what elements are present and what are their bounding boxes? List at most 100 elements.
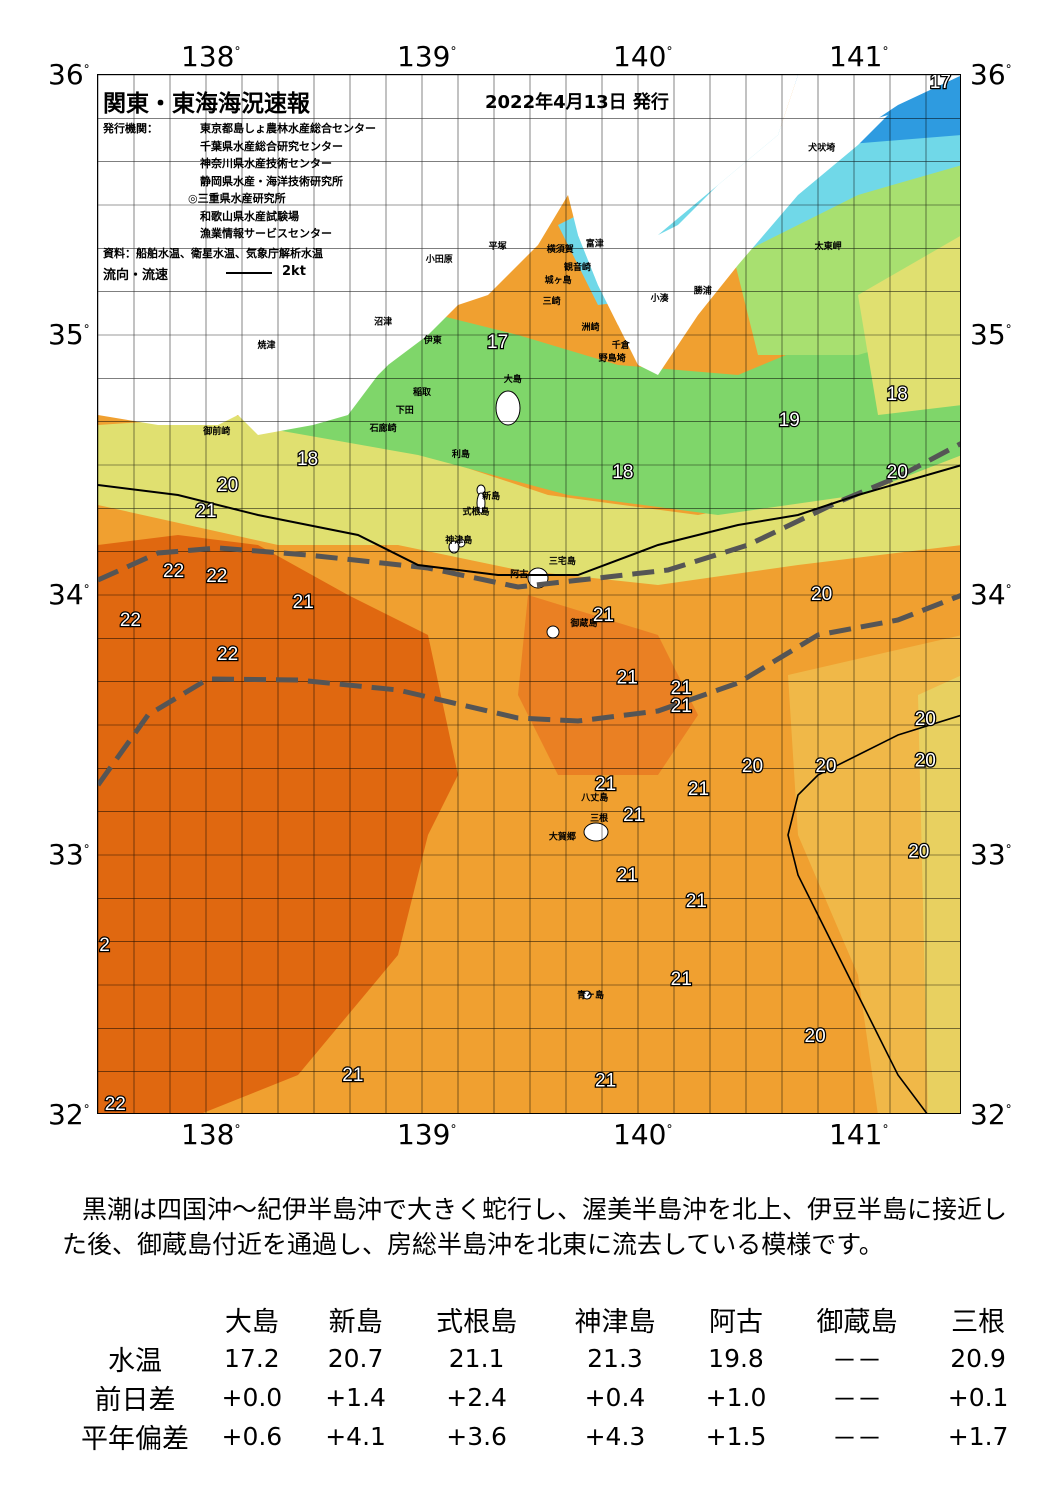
lon-tick-label: 140° — [613, 40, 673, 73]
table-cell: 17.2 — [224, 1344, 280, 1373]
place-label: 伊東 — [423, 334, 442, 346]
table-cell: +4.3 — [584, 1422, 646, 1451]
publisher-label: 発行機関： — [103, 122, 158, 135]
temperature-label: 20 — [805, 1026, 826, 1047]
table-row: 前日差 +0.0 +1.4 +2.4 +0.4 +1.0 －－ +0.1 — [70, 1378, 1030, 1417]
place-label: 三根 — [590, 812, 609, 824]
place-label: 小田原 — [425, 253, 453, 265]
temperature-label: 20 — [217, 475, 238, 496]
place-label: 太東岬 — [814, 240, 842, 252]
column-header: 大島 — [224, 1307, 279, 1338]
temperature-label: 21 — [595, 1070, 616, 1091]
lat-tick-label: 34° — [48, 578, 90, 611]
table-cell: +1.0 — [705, 1383, 767, 1412]
place-label: 利島 — [451, 448, 470, 460]
temperature-label: 20 — [915, 751, 936, 772]
temperature-label: 20 — [915, 709, 936, 730]
place-label: 稲取 — [413, 386, 432, 398]
place-label: 野島埼 — [599, 352, 626, 364]
temperature-label: 21 — [671, 969, 692, 990]
table-cell: +2.4 — [446, 1383, 507, 1412]
island-niijima — [476, 492, 486, 514]
lat-tick-label: 35° — [48, 318, 90, 351]
publisher-list: 東京都島しょ農林水産総合センター 千葉県水産総合研究センター 神奈川県水産技術セ… — [188, 120, 376, 243]
temperature-label: 20 — [815, 756, 836, 777]
temperature-label: 20 — [742, 756, 763, 777]
table-cell: +1.7 — [947, 1422, 1009, 1451]
temperature-label: 20 — [908, 842, 929, 863]
publisher-item: 神奈川県水産技術センター — [200, 157, 332, 170]
place-label: 八丈島 — [580, 791, 608, 803]
temperature-label: 21 — [623, 805, 644, 826]
lat-tick-label: 36° — [48, 58, 90, 91]
place-label: 大賀郷 — [549, 830, 576, 842]
table-cell: +0.0 — [221, 1383, 283, 1412]
table-cell: +4.1 — [325, 1422, 386, 1451]
place-label: 焼津 — [257, 339, 275, 351]
table-cell: +1.5 — [705, 1422, 767, 1451]
island-kozushima — [448, 540, 460, 554]
publisher-item: 千葉県水産総合研究センター — [200, 139, 343, 153]
table-cell: +1.4 — [325, 1383, 386, 1412]
map-title: 関東・東海海況速報 — [103, 91, 310, 117]
island-oshima — [495, 390, 521, 426]
place-label: 阿古 — [510, 568, 528, 580]
column-header: 御蔵島 — [816, 1307, 898, 1338]
place-label: 青ヶ島 — [577, 989, 604, 1001]
place-label: 富津 — [586, 238, 604, 250]
table-cell: －－ — [832, 1384, 883, 1414]
temperature-label: 20 — [811, 584, 832, 605]
temperature-label: 22 — [105, 1094, 126, 1114]
temperature-label: 22 — [120, 610, 141, 631]
sea-temperature-map: 犬吠埼 太東岬 勝浦 小湊 富津 横須賀 観音崎 城ヶ島 三崎 平塚 小田原 洲崎 千倉 野島埼 伊東 沼津焼… — [97, 74, 961, 1114]
temperature-label: 21 — [293, 592, 314, 613]
publisher-item: 東京都島しょ農林水産総合センター — [200, 122, 376, 135]
place-label: 新島 — [482, 490, 500, 502]
lon-tick-label: 140° — [613, 1118, 673, 1151]
row-label: 前日差 — [94, 1385, 176, 1416]
land-izu-west — [248, 275, 378, 425]
temperature-label: 21 — [688, 779, 709, 800]
column-header: 阿古 — [709, 1307, 764, 1338]
lat-tick-label: 36° — [970, 58, 1012, 91]
flow-scale-arrow — [226, 272, 272, 274]
temperature-label: 21 — [593, 605, 614, 626]
island-hachijojima — [583, 822, 609, 842]
place-label: 沼津 — [374, 316, 392, 328]
temperature-label: 17 — [487, 332, 508, 353]
temperature-label: 19 — [779, 410, 800, 431]
place-label: 横須賀 — [547, 243, 574, 255]
table-row: 平年偏差 +0.6 +4.1 +3.6 +4.3 +1.5 －－ +1.7 — [70, 1417, 1030, 1456]
place-label: 観音崎 — [564, 261, 591, 273]
lat-tick-label: 32° — [48, 1098, 90, 1131]
table-cell: －－ — [832, 1345, 883, 1375]
table-cell: +0.4 — [584, 1383, 646, 1412]
place-label: 三崎 — [543, 295, 561, 307]
temperature-label: 18 — [612, 462, 633, 483]
place-label: 勝浦 — [694, 284, 712, 296]
table-corner — [70, 1300, 200, 1339]
flow-scale-value: 2kt — [282, 264, 306, 279]
temperature-label: 21 — [617, 667, 638, 688]
table-cell: 20.7 — [327, 1344, 384, 1373]
publisher-item: ◎三重県水産研究所 — [188, 192, 286, 205]
table-cell: －－ — [832, 1423, 883, 1453]
temperature-label: 18 — [887, 384, 908, 405]
temperature-label: 21 — [342, 1065, 363, 1086]
place-label: 神津島 — [445, 534, 472, 546]
column-header: 式根島 — [436, 1307, 518, 1338]
lat-lon-grid — [98, 75, 960, 1113]
place-label: 平塚 — [489, 240, 507, 252]
summary-text: 黒潮は四国沖～紀伊半島沖で大きく蛇行し、渥美半島沖を北上、伊豆半島に接近した後、… — [62, 1195, 1008, 1259]
flow-legend-label: 流向・流速 — [103, 268, 169, 283]
front-contour-20 — [98, 464, 960, 576]
data-source: 資料：船舶水温、衛星水温、気象庁解析水温 — [103, 247, 323, 260]
place-label: 三宅島 — [549, 555, 576, 567]
place-label: 御蔵島 — [569, 617, 597, 629]
column-header: 新島 — [328, 1307, 383, 1338]
place-label: 石廊崎 — [369, 422, 397, 434]
temperature-label: 21 — [195, 501, 216, 522]
